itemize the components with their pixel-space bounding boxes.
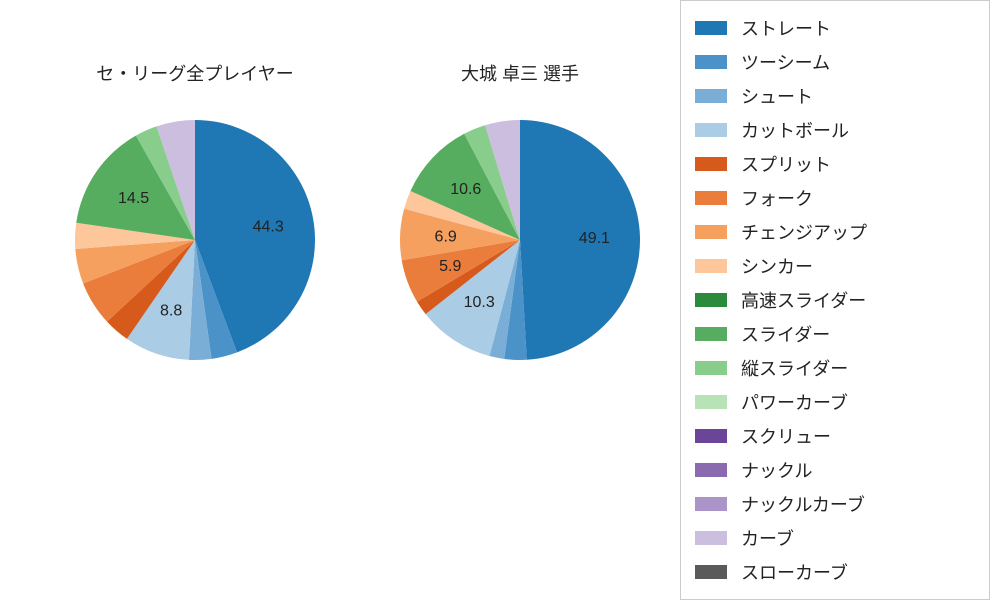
legend-item: シュート <box>695 79 975 113</box>
legend-item: スローカーブ <box>695 555 975 589</box>
legend-swatch <box>695 123 727 137</box>
legend-label: スプリット <box>741 151 831 177</box>
legend-swatch <box>695 429 727 443</box>
chart-container: セ・リーグ全プレイヤー 44.3 8.8 14.5 大城 卓三 選手 49.1 10.3 5.… <box>0 0 1000 600</box>
slice-value-label: 6.9 <box>435 228 457 245</box>
legend-label: チェンジアップ <box>741 219 867 245</box>
slice-value-label: 5.9 <box>439 258 461 275</box>
legend-swatch <box>695 293 727 307</box>
slice-value-label: 8.8 <box>160 302 182 319</box>
legend-swatch <box>695 531 727 545</box>
legend-swatch <box>695 327 727 341</box>
legend-swatch <box>695 89 727 103</box>
legend-swatch <box>695 157 727 171</box>
legend-swatch <box>695 225 727 239</box>
legend-label: スライダー <box>741 321 830 347</box>
slice-value-label: 10.3 <box>464 294 495 311</box>
legend-item: ストレート <box>695 11 975 45</box>
legend-swatch <box>695 361 727 375</box>
slice-value-label: 14.5 <box>118 190 149 207</box>
legend-item: 高速スライダー <box>695 283 975 317</box>
legend-label: ストレート <box>741 15 831 41</box>
chart-title: セ・リーグ全プレイヤー <box>96 64 293 84</box>
slice-value-label: 44.3 <box>253 219 284 236</box>
legend-label: 高速スライダー <box>741 287 866 313</box>
legend-item: スプリット <box>695 147 975 181</box>
legend-label: カットボール <box>741 117 849 143</box>
legend-item: スクリュー <box>695 419 975 453</box>
legend-label: スローカーブ <box>741 559 848 585</box>
legend-item: フォーク <box>695 181 975 215</box>
legend-label: 縦スライダー <box>741 355 848 381</box>
legend-swatch <box>695 395 727 409</box>
legend-label: ナックル <box>741 457 812 483</box>
legend-swatch <box>695 497 727 511</box>
legend-label: パワーカーブ <box>741 389 848 415</box>
legend-swatch <box>695 55 727 69</box>
pie-charts-svg: セ・リーグ全プレイヤー 44.3 8.8 14.5 大城 卓三 選手 49.1 10.3 5.… <box>0 0 680 600</box>
legend-item: チェンジアップ <box>695 215 975 249</box>
legend-item: スライダー <box>695 317 975 351</box>
legend-label: カーブ <box>741 525 794 551</box>
legend-item: ナックルカーブ <box>695 487 975 521</box>
legend-label: ツーシーム <box>741 49 830 75</box>
legend-swatch <box>695 21 727 35</box>
legend-swatch <box>695 259 727 273</box>
legend-label: シュート <box>741 83 813 109</box>
legend-swatch <box>695 191 727 205</box>
legend-label: ナックルカーブ <box>741 491 865 517</box>
legend-item: カットボール <box>695 113 975 147</box>
legend-item: シンカー <box>695 249 975 283</box>
chart-title: 大城 卓三 選手 <box>461 64 579 84</box>
legend: ストレートツーシームシュートカットボールスプリットフォークチェンジアップシンカー… <box>680 0 990 600</box>
legend-item: ツーシーム <box>695 45 975 79</box>
legend-label: シンカー <box>741 253 813 279</box>
slice-value-label: 10.6 <box>450 181 481 198</box>
legend-item: カーブ <box>695 521 975 555</box>
legend-item: 縦スライダー <box>695 351 975 385</box>
legend-label: フォーク <box>741 185 813 211</box>
legend-item: ナックル <box>695 453 975 487</box>
legend-label: スクリュー <box>741 423 831 449</box>
legend-swatch <box>695 565 727 579</box>
slice-value-label: 49.1 <box>579 230 610 247</box>
legend-swatch <box>695 463 727 477</box>
legend-item: パワーカーブ <box>695 385 975 419</box>
